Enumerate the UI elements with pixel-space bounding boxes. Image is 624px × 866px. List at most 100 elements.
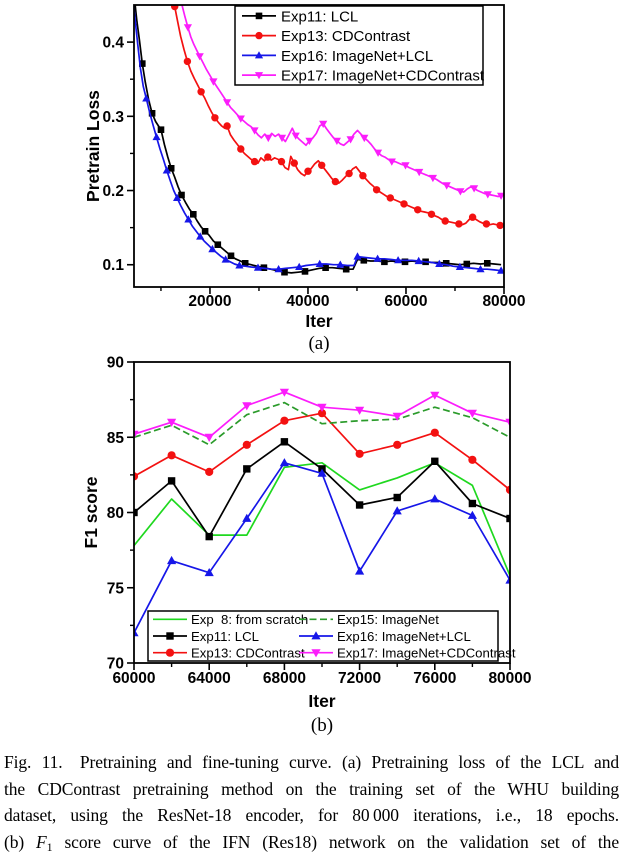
- y-tick-label: 0.2: [102, 183, 124, 200]
- y-tick-label: 80: [107, 505, 124, 522]
- marker-triangle-up: [254, 51, 264, 59]
- series-exp11-lcl: [134, 438, 510, 541]
- marker-triangle-up: [435, 259, 444, 267]
- marker-square: [214, 241, 222, 248]
- y-tick-label: 75: [107, 580, 125, 597]
- x-tick-label: 72000: [338, 670, 381, 687]
- series-exp16-imagenet-lcl: [134, 458, 510, 637]
- marker-square: [190, 211, 197, 218]
- x-tick-label: 60000: [384, 293, 427, 310]
- legend-entry-exp13-cdcontrast: Exp13: CDContrast: [153, 645, 305, 660]
- marker-circle: [197, 88, 205, 96]
- caption-text: WHU building dataset from 60 000 to 80 0…: [4, 863, 413, 866]
- legend-label: Exp11: LCL: [281, 8, 358, 25]
- marker-triangle-up: [336, 260, 345, 268]
- marker-triangle-up: [142, 94, 151, 102]
- marker-square: [167, 165, 175, 172]
- caption-text: Fig. 11. Pretraining and fine-tuning cur…: [4, 752, 619, 772]
- marker-square: [281, 268, 288, 276]
- marker-square: [301, 268, 309, 275]
- marker-triangle-down: [264, 134, 273, 143]
- legend-entry-exp11-lcl: Exp11: LCL: [242, 8, 358, 25]
- marker-triangle-down: [415, 168, 424, 177]
- marker-circle: [304, 167, 312, 175]
- legend-entry-exp11-lcl: Exp11: LCL: [153, 629, 259, 644]
- marker-square: [468, 499, 477, 508]
- marker-triangle-up: [476, 265, 485, 273]
- marker-circle: [134, 472, 139, 481]
- x-tick-label: 68000: [263, 670, 306, 687]
- f1-subscript: 1: [46, 839, 53, 854]
- x-axis-title: Iter: [305, 311, 332, 331]
- legend-entry-exp17-imagenet-cdcontrast: Exp17: ImageNet+CDContrast: [242, 68, 485, 85]
- legend-entry-exp13-cdcontrast: Exp13: CDContrast: [242, 28, 411, 45]
- marker-triangle-up: [373, 254, 382, 262]
- y-tick-label: 0.3: [102, 109, 124, 126]
- marker-triangle-down: [254, 72, 264, 80]
- legend-entry-exp16-imagenet-lcl: Exp16: ImageNet+LCL: [242, 48, 433, 65]
- legend-label: Exp 8: from scratch: [191, 612, 308, 627]
- plot-frame: [133, 4, 505, 288]
- marker-circle: [183, 57, 192, 66]
- marker-triangle-up: [394, 256, 403, 264]
- caption-line-1: Fig. 11. Pretraining and fine-tuning cur…: [4, 749, 619, 776]
- x-tick-label: 76000: [413, 670, 456, 687]
- plot-frame: [133, 361, 511, 664]
- marker-triangle-down: [470, 185, 479, 193]
- marker-triangle-down: [442, 182, 451, 190]
- marker-triangle-up: [295, 262, 304, 270]
- marker-square: [139, 60, 146, 67]
- marker-triangle-down: [279, 388, 289, 397]
- marker-triangle-down: [392, 412, 402, 421]
- pretrain-loss-chart: 20000 40000 60000 80000 0.1 0.2 0.3 0.4 Iter Pret…: [0, 0, 624, 355]
- marker-circle: [237, 145, 245, 153]
- marker-circle: [242, 440, 251, 449]
- marker-triangle-down: [467, 409, 477, 418]
- marker-circle: [441, 217, 449, 225]
- marker-triangle-up: [414, 256, 423, 265]
- axis-ticks: 60000 64000 68000 72000 76000 80000 70 75 80 85 90: [107, 355, 532, 687]
- marker-square: [360, 257, 368, 264]
- marker-circle: [482, 220, 491, 228]
- marker-triangle-down: [134, 430, 139, 439]
- legend-label: Exp16: ImageNet+LCL: [281, 48, 433, 65]
- f1-score-chart: 60000 64000 68000 72000 76000 80000 70 75 80 85 90…: [0, 355, 624, 755]
- marker-circle: [290, 159, 298, 167]
- y-tick-label: 0.1: [102, 257, 124, 274]
- series-exp17-imagenet-cdcontrast: [181, 5, 504, 200]
- marker-circle: [359, 172, 367, 180]
- legend-label: Exp17: ImageNet+CDContrast: [337, 645, 516, 660]
- x-tick-label: 80000: [482, 293, 525, 310]
- marker-triangle-down: [505, 418, 510, 427]
- marker-square: [442, 260, 450, 267]
- x-tick-label: 40000: [286, 293, 329, 310]
- subfigure-label: (a): [308, 333, 329, 354]
- y-tick-label: 85: [107, 430, 125, 447]
- marker-triangle-up: [152, 132, 161, 141]
- marker-circle: [171, 5, 179, 11]
- marker-triangle-up: [274, 265, 283, 273]
- marker-triangle-up: [204, 568, 214, 577]
- marker-circle: [455, 220, 463, 228]
- marker-triangle-up: [455, 262, 464, 270]
- marker-triangle-down: [374, 149, 383, 157]
- y-tick-label: 90: [107, 355, 124, 372]
- marker-triangle-down: [332, 137, 341, 145]
- marker-triangle-up: [184, 215, 193, 223]
- marker-circle: [430, 428, 439, 437]
- caption-line-2: the CDContrast pretraining method on the…: [4, 776, 619, 803]
- series-exp-8-from-scratch: [134, 461, 510, 577]
- marker-triangle-down: [195, 53, 204, 61]
- x-tick-label: 20000: [188, 293, 231, 310]
- x-tick-label: 60000: [112, 670, 155, 687]
- marker-triangle-up: [242, 513, 252, 522]
- marker-square: [243, 465, 251, 473]
- marker-triangle-down: [305, 137, 314, 145]
- legend-label: Exp13: CDContrast: [191, 645, 305, 660]
- caption-text: dataset, using the ResNet-18 encoder, fo…: [4, 805, 619, 825]
- marker-triangle-down: [355, 406, 365, 415]
- marker-triangle-up: [162, 166, 171, 174]
- plot-series: [134, 388, 510, 637]
